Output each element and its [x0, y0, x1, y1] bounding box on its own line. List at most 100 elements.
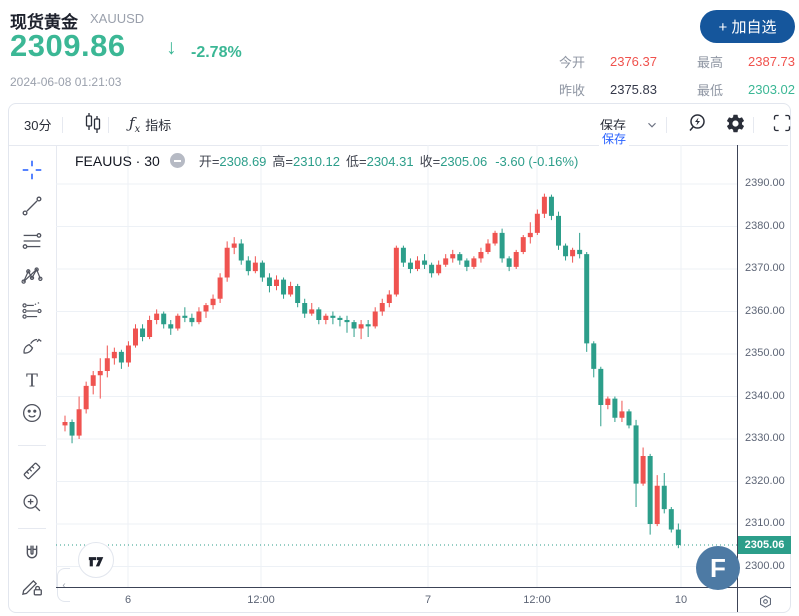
legend-symbol: FEAUUS · 30 — [75, 152, 160, 169]
quote-stats: 今开 2376.37 最高 2387.73 昨收 2375.83 最低 2303… — [559, 52, 795, 108]
save-button[interactable]: 保存 — [594, 104, 632, 145]
sidebar-border — [56, 145, 57, 587]
candle-body — [365, 324, 371, 327]
forecast-tool-icon[interactable] — [19, 298, 45, 324]
crosshair-tool-icon[interactable] — [19, 157, 45, 183]
candle-body — [534, 213, 540, 233]
high-value: 2387.73 — [748, 54, 795, 69]
hex-gear-icon — [760, 595, 771, 608]
candle-body — [556, 215, 561, 246]
candle-body — [548, 196, 554, 216]
candle-body — [584, 254, 590, 344]
high-label: 最高 — [696, 55, 723, 70]
candle-body — [443, 258, 449, 265]
fib-retracement-tool-icon[interactable] — [19, 228, 45, 254]
candle-body — [274, 279, 279, 286]
gear-icon — [725, 113, 746, 137]
candle-body — [330, 315, 336, 318]
chart-type-button[interactable] — [77, 104, 109, 145]
fullscreen-icon — [772, 113, 792, 136]
save-tooltip: 保存 — [599, 130, 630, 147]
candle-body — [654, 485, 660, 524]
candle-body — [83, 385, 89, 410]
last-price: 2309.86 — [10, 28, 126, 63]
candle-body — [111, 351, 117, 359]
candle-body — [252, 262, 258, 272]
candlestick-canvas[interactable] — [56, 145, 737, 587]
candle-body — [224, 247, 230, 278]
stats-row-2: 昨收 2375.83 最低 2303.02 — [559, 80, 795, 99]
settings-button[interactable] — [719, 104, 752, 145]
candle-body — [175, 315, 181, 329]
measure-tool-icon[interactable] — [19, 458, 45, 484]
trend-line-tool-icon[interactable] — [19, 193, 45, 219]
tradingview-logo[interactable] — [78, 542, 114, 578]
xabcd-pattern-tool-icon[interactable] — [19, 263, 45, 289]
candle-body — [563, 245, 569, 257]
magnet-tool-icon[interactable] — [19, 541, 45, 567]
add-watchlist-button[interactable]: + 加自选 — [700, 10, 795, 43]
sidebar-collapse-tab[interactable]: ‹ — [57, 568, 70, 602]
candle-body — [450, 254, 456, 259]
zoom-in-tool-icon[interactable] — [19, 490, 45, 516]
legend-collapse-button[interactable] — [169, 153, 185, 168]
candle-body — [668, 509, 674, 530]
candle-body — [415, 260, 420, 269]
candle-body — [238, 243, 244, 261]
candle-body — [210, 298, 216, 306]
candle-body — [605, 398, 611, 405]
candle-body — [598, 368, 604, 405]
sidebar-divider — [18, 528, 46, 529]
y-axis-label: 2360.00 — [745, 305, 785, 317]
save-dropdown-chevron[interactable] — [639, 104, 665, 145]
price-axis-border — [737, 145, 738, 612]
legend-open-label: 开= — [198, 154, 220, 169]
candle-body — [640, 456, 646, 484]
candle-body — [288, 286, 294, 295]
candle-body — [661, 485, 667, 510]
candle-body — [182, 315, 188, 318]
candle-body — [217, 277, 223, 299]
axis-settings-button[interactable] — [757, 593, 774, 615]
svg-text:T: T — [26, 372, 38, 392]
candle-body — [499, 232, 505, 259]
candle-body — [570, 249, 576, 257]
candle-body — [97, 371, 103, 376]
emoji-tool-icon[interactable] — [19, 400, 45, 426]
y-axis-label: 2390.00 — [745, 177, 785, 189]
candle-body — [69, 422, 75, 436]
legend-change: -3.60 (-0.16%) — [495, 154, 579, 169]
candle-body — [513, 252, 519, 267]
fx-icon: ƒx — [129, 114, 141, 135]
snapshot-button[interactable] — [680, 104, 714, 145]
brand-f-logo: F — [696, 546, 740, 590]
candle-body — [168, 324, 174, 329]
brush-tool-icon[interactable] — [19, 333, 45, 359]
candle-body — [203, 305, 209, 312]
interval-button[interactable]: 30分 — [18, 104, 57, 145]
legend-high-value: 2310.12 — [293, 154, 340, 169]
y-axis-label: 2340.00 — [745, 390, 785, 402]
legend-low-value: 2304.31 — [366, 154, 414, 169]
candle-body — [471, 258, 477, 267]
toolbar-separator — [666, 117, 667, 133]
text-tool-icon[interactable]: T — [19, 367, 45, 393]
candle-body — [379, 303, 385, 312]
candle-body — [133, 328, 138, 346]
indicators-label: 指标 — [145, 118, 172, 133]
legend-ohlc: 开=2308.69 高=2310.12 低=2304.31 收=2305.06 -3.6… — [199, 151, 578, 170]
candle-body — [125, 345, 131, 363]
indicators-button[interactable]: ƒx 指标 — [123, 104, 177, 145]
legend-high-label: 高= — [272, 154, 293, 169]
candle-body — [541, 196, 547, 214]
x-axis-label: 6 — [124, 594, 132, 606]
candle-body — [231, 243, 237, 248]
candle-body — [245, 260, 251, 272]
current-price-badge[interactable]: 2305.06 — [738, 536, 791, 554]
instrument-symbol: XAUUSD — [90, 11, 145, 26]
fullscreen-button[interactable] — [766, 104, 798, 145]
lock-drawings-tool-icon[interactable] — [19, 573, 45, 599]
tradingview-mark-icon — [88, 557, 104, 567]
x-axis-label: 7 — [424, 594, 432, 606]
x-axis-label: 10 — [674, 594, 688, 606]
